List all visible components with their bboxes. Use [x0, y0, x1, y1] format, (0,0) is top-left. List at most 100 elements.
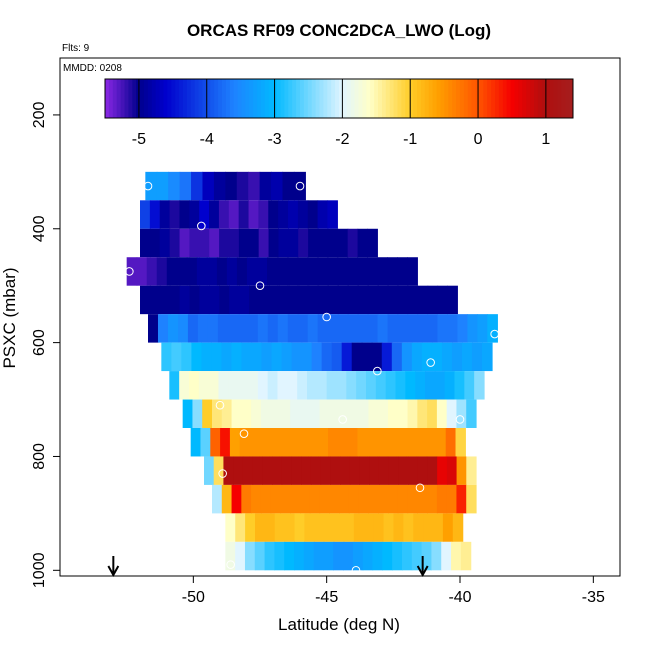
- colorbar-swatch: [440, 79, 445, 118]
- x-axis: -50 -45 -40 -35: [182, 576, 605, 606]
- heatmap-cell: [241, 342, 253, 372]
- colorbar-swatch: [194, 79, 200, 118]
- heatmap-cell: [317, 314, 329, 343]
- colorbar-tick-label: 0: [474, 131, 483, 148]
- heatmap-cell: [251, 399, 262, 428]
- heatmap-cell: [294, 513, 306, 542]
- heatmap-cell: [460, 541, 472, 571]
- heatmap-cell: [398, 456, 409, 485]
- heatmap-cell: [287, 371, 298, 400]
- colorbar-swatch: [171, 79, 176, 118]
- heatmap-cell: [367, 228, 378, 258]
- heatmap-cell: [213, 456, 225, 485]
- heatmap-cell: [416, 428, 427, 457]
- heatmap-cell: [318, 285, 330, 315]
- heatmap-cell: [369, 456, 380, 485]
- heatmap-cell: [179, 200, 190, 229]
- heatmap-cell: [229, 228, 240, 258]
- colorbar-swatch: [541, 79, 547, 118]
- heatmap-cell: [357, 257, 368, 286]
- heatmap-cell: [487, 314, 498, 343]
- heatmap-cell: [264, 541, 275, 571]
- data-point: [239, 429, 249, 438]
- colorbar-swatch: [225, 79, 231, 118]
- heatmap-cell: [337, 257, 348, 286]
- heatmap-cell: [397, 399, 409, 428]
- colorbar-swatch: [319, 79, 324, 118]
- heatmap-cell: [417, 314, 429, 343]
- heatmap-cell: [357, 314, 369, 343]
- colorbar-swatch: [339, 79, 344, 118]
- heatmap-cell: [386, 428, 398, 457]
- colorbar-swatch: [175, 79, 180, 118]
- colorbar-swatch: [397, 79, 402, 118]
- colorbar-swatch: [401, 79, 406, 118]
- heatmap-cell: [231, 484, 242, 514]
- heatmap-cell: [387, 314, 399, 343]
- heatmap-cell: [248, 171, 261, 201]
- colorbar-swatch: [342, 79, 348, 118]
- heatmap-cell: [268, 285, 280, 315]
- heatmap-cell: [366, 371, 377, 400]
- data-point: [295, 181, 305, 191]
- colorbar-swatch: [222, 79, 227, 118]
- heatmap-cell: [371, 342, 383, 372]
- heatmap-cell: [457, 314, 468, 343]
- heatmap-cell: [338, 285, 349, 315]
- flight-marker-arrow: [416, 556, 429, 578]
- colorbar-swatch: [159, 79, 164, 118]
- heatmap-cell: [199, 285, 211, 315]
- heatmap-cell: [189, 371, 200, 400]
- colorbar-swatch: [264, 79, 270, 118]
- colorbar-swatch: [354, 79, 359, 118]
- heatmap-cell: [136, 257, 148, 286]
- heatmap-cell: [245, 513, 256, 542]
- heatmap-cell: [434, 371, 446, 400]
- heatmap-cell: [176, 257, 188, 286]
- heatmap-cell: [447, 285, 458, 315]
- data-point: [255, 281, 265, 290]
- heatmap-cell: [447, 314, 459, 343]
- heatmap-cell: [284, 513, 296, 542]
- heatmap-cell: [189, 228, 200, 258]
- colorbar-swatch: [381, 79, 387, 118]
- heatmap-cell: [264, 513, 276, 542]
- heatmap-cell: [477, 314, 488, 343]
- colorbar-swatch: [502, 79, 508, 118]
- heatmap-cell: [206, 257, 218, 286]
- heatmap-cell: [319, 399, 330, 428]
- heatmap-cell: [401, 541, 413, 571]
- heatmap-cell: [393, 513, 404, 542]
- colorbar-swatch: [183, 79, 188, 118]
- colorbar-swatch: [335, 79, 340, 118]
- heatmap-cell: [233, 456, 244, 485]
- heatmap-cell: [258, 228, 270, 258]
- heatmap-cell: [225, 513, 236, 542]
- heatmap-cell: [317, 200, 329, 229]
- heatmap-cell: [388, 399, 399, 428]
- heatmap-cell: [258, 200, 269, 229]
- colorbar-swatch: [241, 79, 246, 118]
- heatmap-cell: [191, 342, 203, 372]
- heatmap-cell: [272, 456, 283, 485]
- colorbar-swatch: [253, 79, 258, 118]
- colorbar-swatch: [257, 79, 262, 118]
- colorbar-swatch: [249, 79, 254, 118]
- heatmap-cell: [179, 228, 191, 258]
- heatmap-cell: [189, 200, 200, 229]
- colorbar-swatch: [545, 79, 551, 118]
- data-point: [426, 358, 435, 367]
- heatmap-cell: [177, 314, 189, 343]
- colorbar-swatch: [436, 79, 441, 118]
- colorbar-swatch: [385, 79, 391, 118]
- heatmap-cell: [231, 342, 243, 372]
- x-axis-label: Latitude (deg N): [278, 615, 400, 634]
- heatmap-cell: [466, 484, 477, 514]
- colorbar-swatch: [331, 79, 336, 118]
- heatmap-cell: [466, 399, 477, 428]
- heatmap-cell: [362, 541, 374, 571]
- heatmap-cell: [209, 200, 220, 229]
- heatmap-cell: [225, 541, 236, 571]
- heatmap-cell: [307, 200, 319, 229]
- colorbar-swatch: [112, 79, 118, 118]
